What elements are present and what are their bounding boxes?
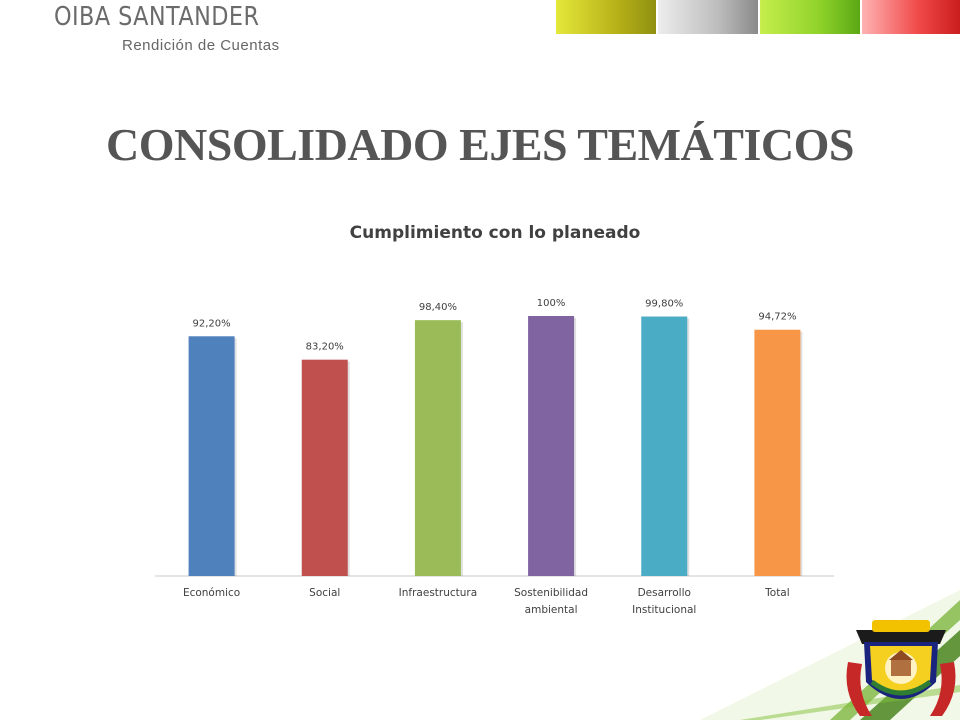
- chart-title: Cumplimiento con lo planeado: [349, 223, 641, 243]
- slide-title: CONSOLIDADO EJES TEMÁTICOS: [106, 119, 854, 170]
- category-label: Infraestructura: [399, 587, 478, 599]
- category-label: ambiental: [525, 604, 578, 616]
- bar: [641, 316, 688, 576]
- gray-swatch: [658, 0, 758, 34]
- data-label: 99,80%: [645, 299, 683, 310]
- data-label: 92,20%: [193, 318, 231, 329]
- color-swatch-bar: [556, 0, 960, 34]
- brand-title: OIBA SANTANDER: [54, 2, 260, 32]
- coat-of-arms-emblem: [846, 620, 956, 716]
- brand-subtitle: Rendición de Cuentas: [122, 37, 280, 54]
- category-label: Institucional: [632, 604, 696, 616]
- olive-swatch: [556, 0, 656, 34]
- bar: [754, 329, 801, 576]
- category-label: Desarrollo: [638, 587, 691, 599]
- green-swatch: [760, 0, 860, 34]
- bar: [301, 359, 348, 576]
- data-label: 83,20%: [306, 342, 344, 353]
- data-label: 94,72%: [758, 312, 796, 323]
- category-label: Sostenibilidad: [514, 587, 588, 599]
- category-label: Social: [309, 587, 340, 599]
- category-label: Total: [764, 587, 790, 599]
- bar: [528, 316, 575, 576]
- category-label: Económico: [183, 587, 240, 599]
- data-label: 100%: [537, 298, 566, 309]
- bar: [414, 320, 461, 576]
- bar: [188, 336, 235, 576]
- red-swatch: [862, 0, 960, 34]
- data-label: 98,40%: [419, 302, 457, 313]
